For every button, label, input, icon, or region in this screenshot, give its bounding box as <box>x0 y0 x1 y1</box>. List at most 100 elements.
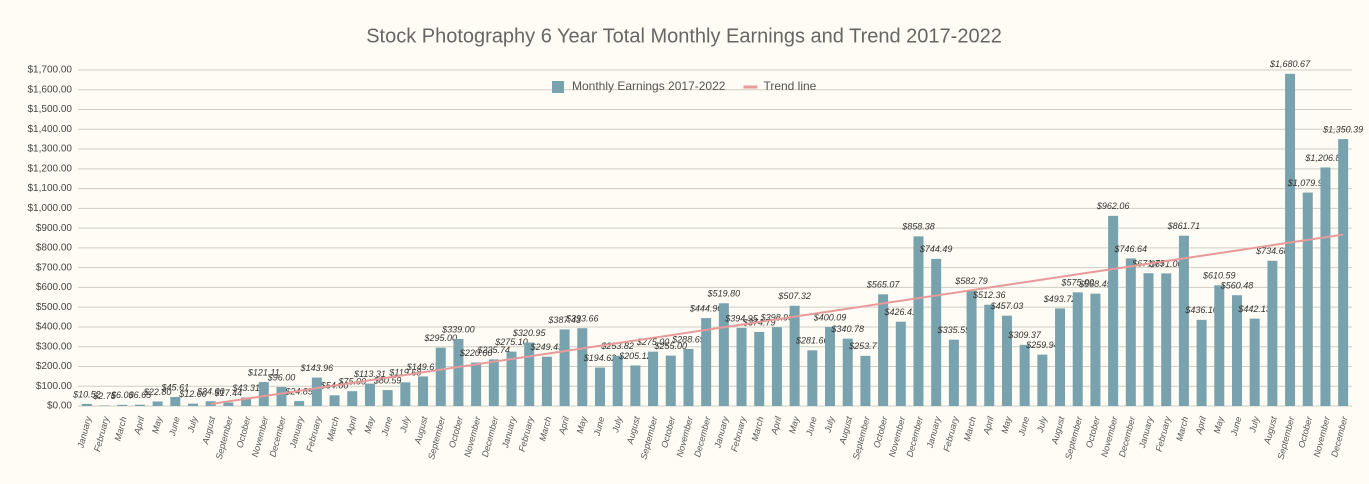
bar <box>1001 315 1012 406</box>
y-tick-label: $100.00 <box>36 381 73 392</box>
x-tick-label: July <box>1035 415 1049 434</box>
data-label: $249.43 <box>530 342 564 352</box>
data-label: $393.66 <box>565 314 599 324</box>
y-tick-label: $300.00 <box>36 341 73 352</box>
y-tick-label: $1,400.00 <box>28 124 73 135</box>
bar <box>453 338 464 406</box>
data-label: $253.82 <box>600 341 634 351</box>
bar <box>541 356 552 406</box>
bar <box>1108 215 1119 406</box>
data-label: $512.36 <box>972 290 1006 300</box>
bar <box>382 390 393 406</box>
data-label: $436.10 <box>1184 305 1218 315</box>
y-tick-label: $600.00 <box>36 282 73 293</box>
data-label: $205.12 <box>618 351 652 361</box>
data-label: $259.94 <box>1025 340 1059 350</box>
data-label: $426.41 <box>884 307 918 317</box>
bar <box>825 326 836 406</box>
data-label: $80.59 <box>373 375 402 385</box>
data-label: $671.00 <box>1149 259 1183 269</box>
x-tick-label: July <box>1247 415 1261 434</box>
bar <box>400 382 411 406</box>
data-label: $275.00 <box>636 337 670 347</box>
x-tick-label: July <box>822 415 836 434</box>
data-label: $1,079.90 <box>1287 178 1328 188</box>
x-tick-label: May <box>362 415 376 434</box>
data-label: $493.72 <box>1043 294 1077 304</box>
bar <box>984 304 995 406</box>
data-label: $75.00 <box>337 377 366 387</box>
data-label: $235.74 <box>477 345 511 355</box>
data-label: $275.10 <box>494 337 528 347</box>
data-label: $281.66 <box>795 336 829 346</box>
bar <box>81 403 92 406</box>
bar <box>648 351 659 406</box>
bar <box>241 397 252 406</box>
data-label: $2.75 <box>92 391 117 401</box>
data-label: $43.31 <box>231 383 260 393</box>
data-label: $442.13 <box>1237 304 1271 314</box>
bar <box>1090 293 1101 406</box>
data-label: $444.90 <box>689 303 723 313</box>
data-label: $194.62 <box>583 353 617 363</box>
data-label: $17.44 <box>214 388 243 398</box>
data-label: $10.52 <box>72 389 101 399</box>
y-tick-label: $1,700.00 <box>28 65 73 76</box>
data-label: $582.79 <box>954 276 988 286</box>
data-label: $320.95 <box>512 328 547 338</box>
bar <box>524 342 535 406</box>
bar <box>488 359 499 406</box>
bar <box>559 329 570 406</box>
data-label: $565.07 <box>866 280 901 290</box>
bar <box>1267 260 1278 406</box>
bar <box>1072 292 1083 406</box>
chart-title: Stock Photography 6 Year Total Monthly E… <box>366 25 1002 47</box>
x-tick-label: May <box>787 415 801 434</box>
bar <box>435 347 446 406</box>
bar <box>1285 73 1296 406</box>
data-label: $746.64 <box>1114 244 1148 254</box>
bar <box>1125 258 1136 406</box>
data-label: $255.00 <box>653 341 687 351</box>
bar <box>612 355 623 406</box>
bar <box>665 355 676 406</box>
data-label: $119.68 <box>388 368 421 378</box>
bar <box>860 355 871 406</box>
bar <box>948 339 959 406</box>
bar <box>1231 295 1242 406</box>
bar <box>718 303 729 406</box>
bar <box>630 365 641 406</box>
bar <box>594 367 605 406</box>
x-tick-label: July <box>185 415 199 434</box>
y-tick-label: $900.00 <box>36 223 73 234</box>
data-label: $309.37 <box>1007 330 1042 340</box>
bar <box>347 391 358 406</box>
y-tick-label: $1,200.00 <box>28 163 73 174</box>
bar <box>789 305 800 406</box>
bar <box>418 376 429 406</box>
bar <box>134 404 145 406</box>
bar <box>364 383 375 406</box>
data-label: $610.59 <box>1202 271 1236 281</box>
bar <box>807 350 818 406</box>
data-label: $962.06 <box>1096 201 1130 211</box>
bar <box>1302 192 1313 406</box>
bar <box>170 396 181 406</box>
x-tick-label: July <box>610 415 624 434</box>
bar <box>152 401 163 406</box>
y-tick-label: $400.00 <box>36 322 73 333</box>
bar <box>99 405 110 406</box>
bar <box>1196 319 1207 406</box>
bar <box>1320 167 1331 406</box>
data-label: $295.00 <box>423 333 457 343</box>
y-tick-label: $0.00 <box>47 401 72 412</box>
data-label: $24.00 <box>196 387 225 397</box>
data-label: $12.00 <box>178 389 207 399</box>
x-tick-label: May <box>999 415 1013 434</box>
data-label: $335.59 <box>937 325 971 335</box>
y-tick-label: $1,500.00 <box>28 104 73 115</box>
data-label: $507.32 <box>777 291 811 301</box>
bar <box>736 327 747 406</box>
x-tick-label: May <box>575 415 589 434</box>
